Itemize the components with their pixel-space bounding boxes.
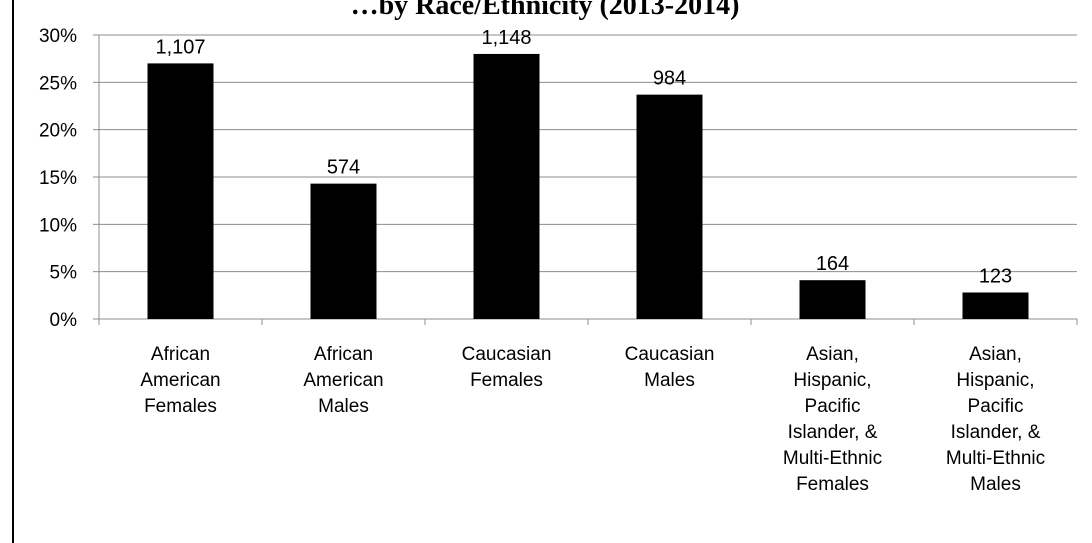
x-category-label-line: Males — [644, 370, 695, 391]
y-tick-label: 5% — [50, 263, 78, 284]
x-category-label: Caucasian Females — [462, 344, 552, 391]
x-category-label-line: Hispanic, — [956, 370, 1034, 391]
x-category-label: African American Females — [140, 344, 220, 417]
y-tick-label: 20% — [39, 121, 77, 142]
x-category-label-line: Females — [144, 396, 217, 417]
x-category-label-line: Females — [470, 370, 543, 391]
bar-data-label: 574 — [327, 157, 360, 179]
x-category-label-line: Multi-Ethnic — [946, 448, 1045, 469]
x-category-label-line: American — [140, 370, 220, 391]
x-category-label: Asian, Hispanic, Pacific Islander, & Multi-E… — [946, 344, 1045, 495]
x-category-label-line: Females — [796, 474, 869, 495]
chart-title: …by Race/Ethnicity (2013-2014) — [351, 0, 740, 21]
y-tick-label: 25% — [39, 73, 77, 94]
x-category-label-line: Caucasian — [625, 344, 715, 365]
bar — [962, 292, 1029, 319]
y-tick-label: 10% — [39, 215, 77, 236]
y-tick-label: 0% — [50, 310, 78, 331]
bar-data-label: 123 — [979, 265, 1012, 287]
x-category-label-line: Islander, & — [951, 422, 1041, 443]
axes — [93, 34, 1078, 325]
bar — [310, 183, 377, 319]
x-category-label: Asian, Hispanic, Pacific Islander, & Multi-E… — [783, 344, 882, 495]
bar-data-label: 164 — [816, 253, 849, 275]
x-category-label-line: Asian, — [969, 344, 1022, 365]
bar — [147, 63, 214, 320]
y-tick-label: 15% — [39, 168, 77, 189]
labels: 0% 5% 10% 15% 20% 25% 30% 1,107 African American F… — [39, 26, 1045, 495]
x-category-label-line: Males — [970, 474, 1021, 495]
x-category-label-line: Hispanic, — [793, 370, 871, 391]
y-tick-label: 30% — [39, 26, 77, 47]
x-category-label: African American Males — [303, 344, 383, 417]
x-category-label-line: American — [303, 370, 383, 391]
x-category-label: Caucasian Males — [625, 344, 715, 391]
bar — [473, 53, 540, 319]
x-category-label-line: Pacific — [805, 396, 861, 417]
x-category-label-line: Males — [318, 396, 369, 417]
x-category-label-line: Multi-Ethnic — [783, 448, 882, 469]
bar-data-label: 984 — [653, 68, 686, 90]
bars — [147, 53, 1029, 320]
x-category-label-line: Pacific — [968, 396, 1024, 417]
x-category-label-line: African — [314, 344, 373, 365]
bar-data-label: 1,107 — [155, 36, 205, 58]
x-category-label-line: African — [151, 344, 210, 365]
x-category-label-line: Caucasian — [462, 344, 552, 365]
x-category-label-line: Islander, & — [788, 422, 878, 443]
bar-data-label: 1,148 — [481, 27, 531, 49]
bar — [636, 94, 703, 319]
bar — [799, 280, 866, 319]
gridlines — [99, 34, 1077, 273]
x-category-label-line: Asian, — [806, 344, 859, 365]
